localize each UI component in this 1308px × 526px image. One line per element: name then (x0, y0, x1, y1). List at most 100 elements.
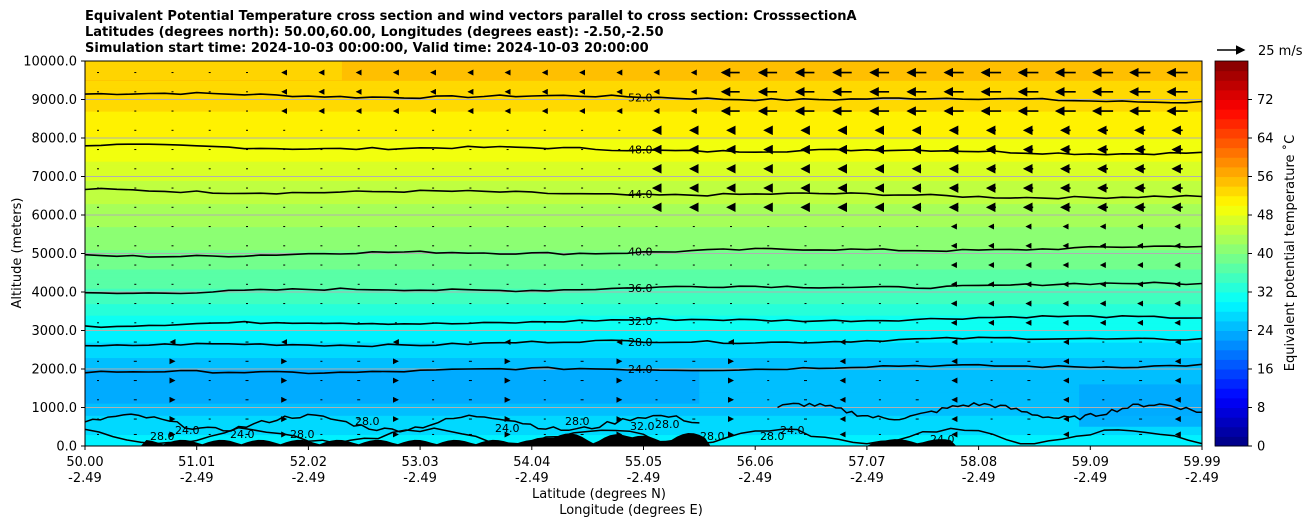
field-band (85, 126, 1202, 131)
contour-line (85, 314, 1202, 329)
colorbar-band (1215, 99, 1248, 110)
colorbar-tick-label: 56 (1257, 170, 1274, 185)
contour-label: 28.0 (565, 415, 590, 428)
colorbar-band (1215, 272, 1248, 283)
theta-e-field (85, 61, 1202, 446)
field-band (85, 284, 1202, 289)
field-band (85, 76, 1202, 81)
field-band (85, 184, 1202, 189)
field-band (85, 361, 1202, 366)
contour-label: 48.0 (628, 144, 653, 157)
field-band (85, 199, 1202, 205)
contour-line (85, 91, 1202, 104)
field-band (85, 222, 1202, 228)
field-band (85, 153, 1202, 158)
colorbar-band (1215, 186, 1248, 197)
field-band (85, 84, 1202, 89)
colorbar-band (1215, 176, 1248, 187)
colorbar-tick-label: 24 (1257, 324, 1274, 339)
title-line-1: Equivalent Potential Temperature cross s… (85, 9, 857, 24)
contour-labels: 52.048.044.040.036.032.028.024.028.0 24.0… (150, 92, 955, 446)
x-tick-label-lon: -2.49 (1073, 471, 1107, 486)
colorbar-band (1215, 369, 1248, 380)
field-band (85, 80, 1202, 85)
wind-vectors (97, 67, 1188, 438)
field-band (85, 141, 1202, 147)
field-band (85, 407, 1202, 412)
field-band (85, 288, 1202, 293)
x-tick-label-lon: -2.49 (180, 471, 214, 486)
colorbar-band (1215, 89, 1248, 101)
field-band (85, 419, 1202, 424)
field-band (85, 292, 1202, 297)
contour-line (777, 402, 1202, 421)
colorbar-tick-label: 16 (1257, 363, 1274, 378)
field-band (85, 268, 1202, 274)
colorbar-band (1215, 70, 1248, 81)
contour-line (85, 336, 1202, 348)
colorbar-band (1215, 224, 1248, 235)
field-band (85, 164, 1202, 170)
colorbar-band (1215, 407, 1248, 418)
contour-label: 44.0 (628, 188, 653, 201)
chart-title: Equivalent Potential Temperature cross s… (85, 9, 857, 56)
field-band (85, 161, 1202, 166)
field-band (85, 107, 1202, 112)
x-tick-label-lon: -2.49 (515, 471, 549, 486)
colorbar-band (1215, 147, 1248, 158)
field-band (85, 365, 1202, 370)
x-tick-label-lon: -2.49 (292, 471, 326, 486)
y-tick-label: 2000.0 (32, 363, 78, 378)
field-band (85, 138, 1202, 143)
field-band (85, 299, 1202, 305)
x-tick-label-lat: 55.05 (625, 455, 662, 470)
grid-lines (85, 61, 1202, 446)
field-band (85, 215, 1202, 220)
x-tick-label-lat: 58.08 (960, 455, 997, 470)
colorbar-band (1215, 243, 1248, 255)
field-band (85, 322, 1202, 328)
colorbar-band (1215, 157, 1248, 168)
colorbar-label: Equivalent potential temperature ˚C (1282, 135, 1298, 371)
contour-label: 28.0 (355, 415, 380, 428)
x-tick-label-lat: 50.00 (66, 455, 103, 470)
contour-label: 24.0 (175, 424, 200, 437)
y-axis-label: Altitude (meters) (10, 198, 25, 309)
terrain-shape (85, 433, 1202, 446)
contour-label: 28.0 (700, 430, 725, 443)
field-band (85, 68, 1202, 74)
colorbar-band (1215, 311, 1248, 322)
x-tick-label-lon: -2.49 (627, 471, 661, 486)
colorbar-band (1215, 195, 1248, 206)
y-tick-label: 6000.0 (32, 209, 78, 224)
colorbar-band (1215, 349, 1248, 360)
field-band (85, 238, 1202, 243)
field-band (85, 180, 1202, 185)
field-band (85, 91, 1202, 97)
field-band (85, 345, 1202, 351)
x-tick-label-lon: -2.49 (738, 471, 772, 486)
contour-line (85, 363, 1202, 375)
colorbar-band (1215, 426, 1248, 437)
colorbar-band (1215, 397, 1248, 409)
field-band (85, 253, 1202, 258)
contour-line (85, 187, 1202, 200)
x-tick-label-lat: 59.09 (1072, 455, 1109, 470)
field-band (85, 411, 1202, 416)
contour-label: 28.0 (655, 418, 680, 431)
x-tick-label-lon: -2.49 (68, 471, 102, 486)
contour-lines (85, 91, 1202, 445)
field-band (85, 280, 1202, 285)
contour-label: 32.0 (628, 315, 653, 328)
field-band (85, 134, 1202, 139)
field-band (85, 188, 1202, 193)
contour-label: 32.0 (630, 420, 655, 433)
colorbar-tick-label: 64 (1257, 132, 1274, 147)
field-patch (85, 61, 342, 81)
colorbar: 0 8 16 24 32 40 48 56 64 72 Equivalent potential … (1214, 60, 1298, 455)
y-tick-label: 5000.0 (32, 247, 78, 262)
field-band (85, 261, 1202, 266)
colorbar-bands (1215, 61, 1248, 447)
colorbar-band (1215, 109, 1248, 120)
